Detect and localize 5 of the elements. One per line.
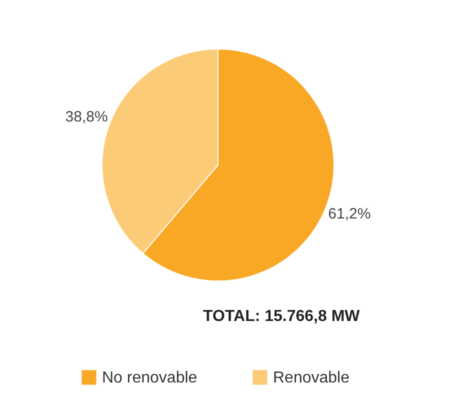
text: TOTAL: 15.766,8 MW	[203, 308, 360, 326]
data-label: 38,8%	[65, 108, 108, 126]
legend-label: Renovable	[273, 369, 350, 386]
data-label: 61,2%	[328, 205, 371, 222]
legend-label: No renovable	[102, 369, 198, 386]
